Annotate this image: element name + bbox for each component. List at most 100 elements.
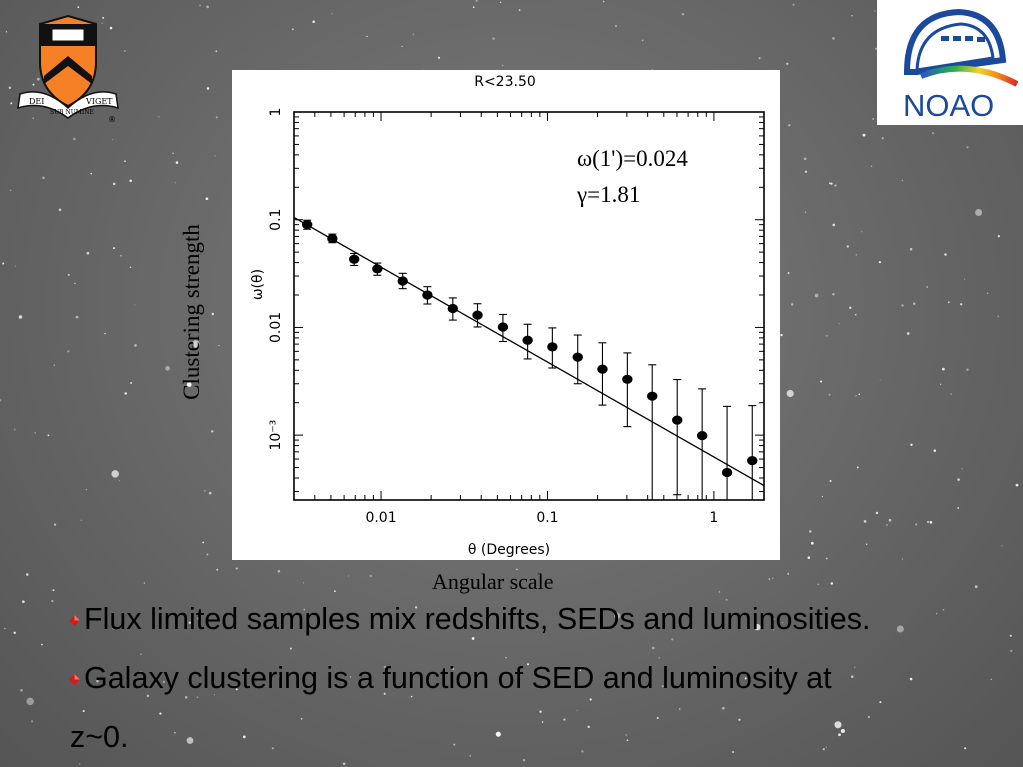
star bbox=[625, 734, 627, 736]
star bbox=[9, 189, 12, 192]
star bbox=[850, 675, 854, 679]
star bbox=[678, 708, 681, 710]
star bbox=[34, 432, 36, 434]
star bbox=[13, 428, 16, 431]
star bbox=[82, 710, 85, 713]
star bbox=[738, 718, 741, 721]
star bbox=[936, 613, 938, 615]
star bbox=[111, 139, 113, 141]
star bbox=[732, 751, 734, 753]
star bbox=[118, 479, 121, 482]
star bbox=[67, 273, 70, 276]
star bbox=[383, 665, 387, 669]
bullet-text-flux: Flux limited samples mix redshifts, SEDs… bbox=[84, 602, 871, 636]
data-point bbox=[572, 352, 583, 362]
star bbox=[85, 489, 87, 491]
star bbox=[158, 116, 160, 118]
star bbox=[197, 617, 200, 620]
star bbox=[885, 523, 888, 526]
star bbox=[186, 382, 192, 387]
star bbox=[47, 434, 50, 437]
star bbox=[772, 618, 775, 621]
bullet-list: Flux limited samples mix redshifts, SEDs… bbox=[66, 590, 1016, 767]
y-axis-label: ω(θ) bbox=[250, 269, 266, 300]
star bbox=[957, 478, 960, 481]
data-point bbox=[597, 364, 608, 374]
chart-panel: R<23.50 0.01 0.1 1 1 0.1 0.01 10⁻³ θ (Degrees) ω(… bbox=[232, 70, 780, 560]
data-point bbox=[721, 467, 733, 478]
star bbox=[143, 582, 146, 584]
star bbox=[873, 10, 876, 12]
registered-mark: ® bbox=[108, 115, 116, 124]
star bbox=[863, 520, 867, 523]
star bbox=[175, 161, 179, 164]
star bbox=[129, 179, 132, 183]
star bbox=[587, 725, 590, 729]
star bbox=[216, 568, 219, 571]
star bbox=[1009, 634, 1012, 637]
star bbox=[661, 685, 664, 688]
star bbox=[912, 302, 916, 305]
x-axis-label: θ (Degrees) bbox=[468, 542, 550, 558]
star bbox=[213, 694, 216, 696]
star bbox=[101, 22, 103, 24]
star bbox=[840, 728, 845, 734]
star bbox=[53, 364, 55, 366]
star bbox=[495, 731, 501, 737]
star bbox=[410, 695, 413, 698]
x-tick-label: 1 bbox=[709, 510, 718, 526]
star bbox=[821, 495, 823, 498]
star bbox=[109, 26, 113, 30]
x-tick-label: 0.01 bbox=[365, 510, 396, 526]
star bbox=[804, 211, 807, 214]
star bbox=[901, 179, 904, 182]
star bbox=[58, 208, 62, 212]
data-point bbox=[622, 374, 633, 384]
star bbox=[13, 631, 16, 634]
star bbox=[111, 470, 119, 478]
star bbox=[74, 282, 76, 285]
star bbox=[8, 86, 12, 90]
star bbox=[602, 0, 605, 3]
star bbox=[614, 612, 621, 619]
star bbox=[51, 599, 54, 603]
star bbox=[927, 520, 929, 523]
star bbox=[825, 334, 828, 337]
star bbox=[1010, 649, 1013, 653]
star bbox=[801, 621, 803, 624]
data-point bbox=[447, 303, 459, 314]
star bbox=[210, 430, 214, 433]
star bbox=[974, 585, 978, 589]
star bbox=[36, 77, 40, 81]
star bbox=[940, 383, 942, 385]
star bbox=[191, 340, 200, 348]
star bbox=[786, 389, 794, 398]
star bbox=[807, 556, 811, 559]
shield-motto-right: VIGET bbox=[85, 97, 113, 106]
star bbox=[302, 582, 305, 584]
red-diamond-bullet-icon bbox=[69, 674, 80, 685]
star bbox=[846, 245, 849, 248]
star bbox=[271, 747, 274, 750]
star bbox=[90, 172, 93, 175]
star bbox=[112, 627, 115, 630]
star bbox=[782, 622, 784, 624]
star bbox=[881, 137, 884, 140]
star bbox=[906, 332, 910, 335]
star bbox=[832, 293, 835, 296]
star bbox=[997, 315, 999, 317]
star bbox=[112, 247, 116, 250]
star bbox=[165, 366, 170, 371]
star bbox=[278, 674, 282, 678]
star bbox=[834, 184, 837, 187]
data-point bbox=[372, 264, 383, 274]
star bbox=[901, 558, 904, 560]
star bbox=[235, 567, 238, 570]
star bbox=[579, 669, 581, 671]
star bbox=[469, 755, 471, 757]
star bbox=[933, 449, 937, 452]
star bbox=[830, 582, 834, 585]
star bbox=[218, 344, 220, 346]
star bbox=[162, 680, 166, 684]
star bbox=[539, 710, 542, 713]
